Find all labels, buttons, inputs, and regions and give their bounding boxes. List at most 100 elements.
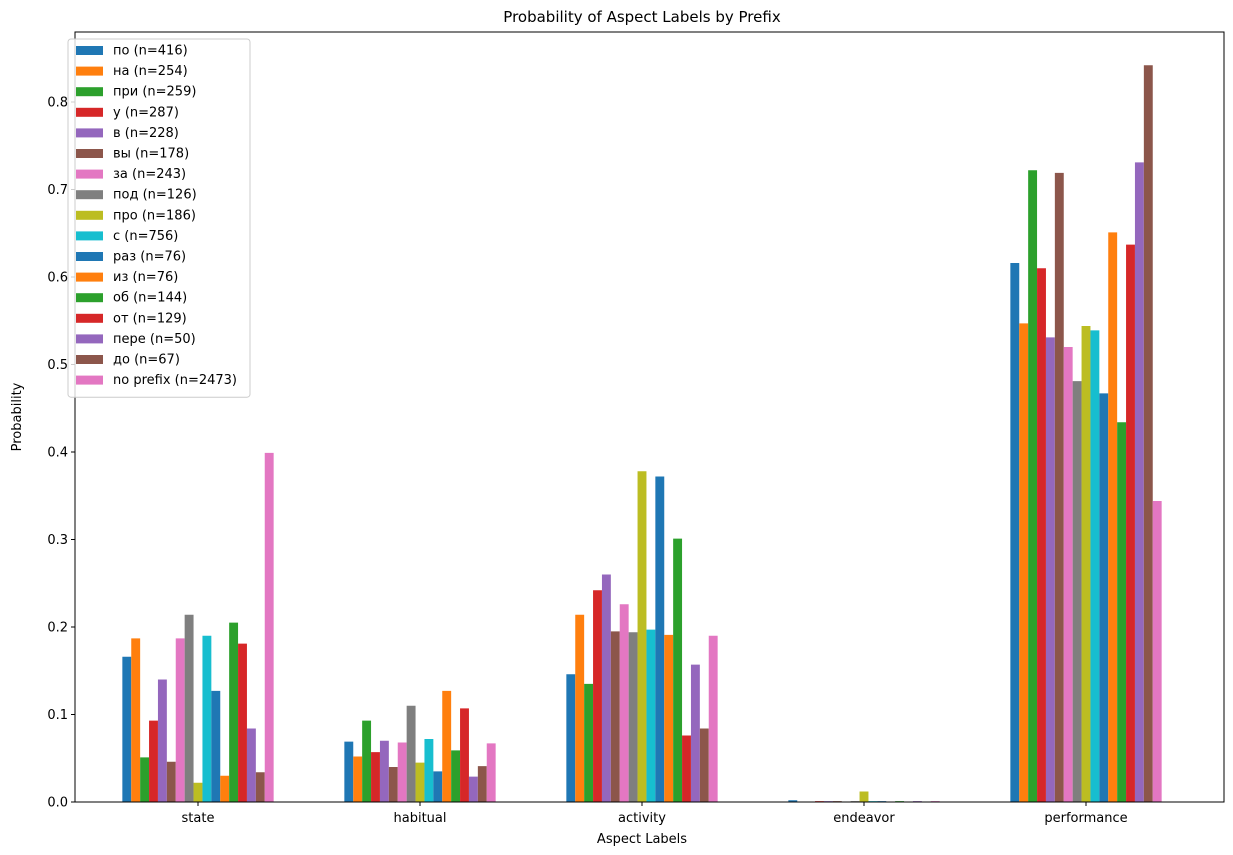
y-tick-label: 0.7 — [47, 183, 68, 198]
legend-entry-label: на (n=254) — [113, 64, 188, 79]
y-tick-label: 0.0 — [47, 796, 68, 811]
bar-state-series-16 — [264, 452, 274, 803]
bar-performance-series-0 — [1010, 263, 1020, 802]
legend-swatch — [76, 293, 103, 303]
bar-activity-series-2 — [584, 683, 594, 803]
x-tick-label-performance: performance — [1044, 811, 1127, 826]
bar-performance-series-8 — [1081, 326, 1091, 802]
bar-endeavor-series-8 — [859, 791, 869, 802]
x-tick-label-habitual: habitual — [394, 811, 447, 826]
y-axis-label: Probability — [10, 382, 25, 451]
bar-state-series-7 — [184, 614, 194, 802]
legend-swatch — [76, 128, 103, 138]
chart-title: Probability of Aspect Labels by Prefix — [503, 8, 781, 26]
bar-habitual-series-11 — [442, 690, 452, 803]
bar-habitual-series-14 — [468, 776, 478, 803]
bar-state-series-1 — [131, 638, 141, 803]
bar-activity-series-0 — [566, 674, 576, 802]
y-tick-label: 0.3 — [47, 533, 68, 548]
bar-habitual-series-12 — [451, 750, 461, 803]
legend-swatch — [76, 355, 103, 364]
legend-swatch — [76, 375, 103, 385]
bar-habitual-series-1 — [353, 756, 363, 802]
bar-activity-series-13 — [682, 735, 691, 802]
bar-activity-series-4 — [601, 574, 611, 802]
legend-entry-label: no prefix (n=2473) — [113, 373, 237, 388]
legend-swatch — [76, 231, 103, 241]
legend-entry-label: про (n=186) — [113, 208, 196, 223]
bar-activity-series-10 — [655, 476, 665, 802]
bar-activity-series-14 — [690, 664, 700, 803]
bar-habitual-series-4 — [379, 740, 389, 802]
bar-habitual-series-9 — [424, 739, 434, 802]
legend-swatch — [76, 107, 103, 117]
bar-state-series-6 — [175, 638, 185, 803]
bar-state-series-8 — [193, 782, 203, 802]
legend-entry-label: из (n=76) — [113, 270, 178, 285]
bar-performance-series-1 — [1019, 323, 1029, 803]
bar-activity-series-15 — [699, 728, 709, 802]
bar-habitual-series-16 — [486, 743, 496, 803]
legend: по (n=416) на (n=254) при (n=259) у (n=287)… — [67, 38, 251, 398]
bar-performance-series-11 — [1108, 232, 1118, 803]
bar-state-series-14 — [246, 728, 256, 802]
bar-performance-series-3 — [1037, 268, 1046, 802]
legend-entry-label: под (n=126) — [113, 188, 197, 203]
plot-frame — [74, 31, 1225, 803]
legend-swatch — [76, 87, 103, 97]
bar-activity-series-11 — [664, 634, 674, 803]
bar-activity-series-9 — [646, 629, 656, 803]
bar-habitual-series-15 — [477, 766, 487, 803]
bar-activity-series-6 — [619, 604, 629, 802]
bar-habitual-series-6 — [397, 742, 407, 802]
bar-state-series-11 — [220, 775, 230, 802]
bar-activity-series-7 — [628, 632, 638, 802]
y-tick-label: 0.4 — [47, 446, 68, 461]
bar-performance-series-5 — [1054, 172, 1064, 803]
bar-performance-series-9 — [1090, 330, 1100, 802]
legend-swatch — [76, 272, 103, 282]
legend-entry-label: от (n=129) — [113, 311, 187, 326]
bar-habitual-series-5 — [388, 767, 398, 802]
legend-entry-label: вы (n=178) — [113, 147, 189, 162]
legend-entry-label: об (n=144) — [113, 291, 187, 306]
bar-habitual-series-0 — [344, 741, 354, 803]
legend-swatch — [76, 149, 103, 158]
bar-performance-series-4 — [1045, 337, 1055, 803]
bar-performance-series-13 — [1126, 244, 1135, 803]
y-axis: 0.0 0.1 0.2 0.3 0.4 0.5 0.6 0.7 0.8 — [47, 96, 75, 811]
legend-entry-label: у (n=287) — [113, 105, 179, 120]
bar-habitual-series-7 — [406, 705, 416, 802]
bar-state-series-9 — [202, 635, 212, 802]
x-axis: state habitual activity endeavor performance — [182, 802, 1128, 826]
bar-state-series-15 — [255, 772, 265, 802]
bar-habitual-series-10 — [433, 771, 443, 803]
bar-state-series-12 — [229, 622, 239, 803]
bar-state-series-2 — [140, 757, 150, 803]
legend-swatch — [76, 169, 103, 179]
bar-state-series-5 — [166, 761, 176, 802]
bar-state-series-10 — [211, 690, 221, 803]
y-tick-label: 0.6 — [47, 271, 68, 286]
y-tick-label: 0.8 — [47, 96, 68, 111]
legend-swatch — [76, 210, 103, 220]
bar-performance-series-14 — [1134, 162, 1144, 803]
bar-performance-series-7 — [1072, 381, 1082, 802]
bars-layer — [122, 65, 1162, 803]
bar-endeavor-series-0 — [788, 800, 798, 802]
legend-entry-label: до (n=67) — [113, 353, 180, 368]
y-tick-label: 0.1 — [47, 708, 68, 723]
legend-entry-label: с (n=756) — [113, 229, 178, 244]
legend-swatch — [76, 334, 103, 344]
legend-swatch — [76, 46, 103, 55]
bar-activity-series-8 — [637, 471, 647, 802]
x-tick-label-activity: activity — [618, 811, 666, 826]
bar-performance-series-2 — [1028, 170, 1038, 802]
legend-entry-label: раз (n=76) — [113, 250, 186, 265]
bar-activity-series-1 — [575, 614, 585, 802]
bar-performance-series-16 — [1152, 501, 1162, 802]
legend-entry-label: в (n=228) — [113, 126, 179, 141]
bar-activity-series-12 — [673, 538, 683, 803]
legend-swatch — [76, 190, 103, 200]
